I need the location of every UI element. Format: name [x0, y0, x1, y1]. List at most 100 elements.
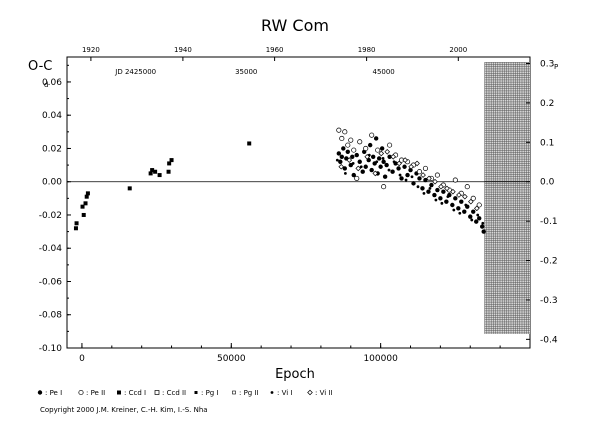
- data-point: [440, 201, 444, 205]
- data-point: [468, 214, 473, 219]
- data-point: [150, 168, 155, 173]
- right-tick-label: 0.3: [540, 59, 554, 69]
- legend-label: : Vi II: [315, 389, 333, 397]
- right-tick-label: 0.2: [540, 99, 554, 109]
- data-point: [384, 148, 391, 155]
- data-point: [363, 164, 368, 169]
- data-point: [74, 221, 79, 226]
- data-point: [84, 194, 89, 199]
- data-point: [157, 173, 162, 178]
- data-point: [476, 202, 482, 208]
- top-tick-label: 1960: [266, 46, 284, 54]
- data-point: [339, 135, 345, 142]
- data-point: [339, 154, 345, 159]
- data-point: [372, 170, 379, 177]
- data-point: [429, 182, 434, 188]
- data-point: [375, 160, 379, 164]
- data-point: [480, 224, 485, 229]
- data-point: [404, 178, 408, 182]
- data-point: [474, 205, 480, 212]
- data-point: [342, 166, 347, 171]
- data-point: [148, 171, 153, 176]
- data-point: [405, 172, 410, 178]
- data-point: [169, 158, 174, 163]
- data-point: [343, 172, 347, 175]
- data-point: [432, 192, 437, 198]
- data-point: [426, 189, 431, 194]
- data-point: [387, 142, 393, 148]
- data-point: [360, 169, 365, 174]
- data-point: [127, 186, 132, 191]
- data-point: [434, 172, 440, 178]
- data-point: [381, 157, 385, 160]
- data-point: [417, 176, 422, 181]
- data-point: [434, 198, 438, 202]
- data-point: [459, 199, 464, 204]
- y-tick-label: -0.10: [39, 344, 63, 354]
- legend: : Pe I: Pe II: Ccd I: Ccd II: Pg I: Pg I…: [37, 389, 333, 397]
- data-point: [410, 175, 414, 179]
- data-point: [396, 166, 401, 171]
- data-point: [378, 164, 383, 169]
- y-tick-label: 0.06: [42, 78, 62, 88]
- data-point: [357, 139, 363, 145]
- data-point: [408, 163, 414, 170]
- data-point: [384, 162, 389, 168]
- data-point: [382, 174, 388, 179]
- data-point: [390, 153, 396, 160]
- right-tick-label: 0.0: [540, 178, 555, 188]
- data-point: [450, 188, 456, 195]
- data-point: [354, 175, 360, 181]
- right-tick-label: -0.2: [540, 257, 558, 267]
- data-point: [381, 159, 386, 164]
- data-point: [464, 203, 468, 207]
- data-point: [338, 159, 343, 164]
- data-point: [444, 199, 449, 204]
- data-point: [351, 162, 355, 165]
- legend-label: : Ccd II: [162, 389, 186, 397]
- jd-labels: JD 2425000 35000 45000: [114, 68, 394, 76]
- data-point: [481, 229, 486, 234]
- legend-label: : Pe I: [45, 389, 62, 397]
- legend-marker: [78, 389, 84, 396]
- copyright-notice: Copyright 2000 J.M. Kreiner, C.-H. Kim, …: [40, 406, 208, 414]
- x-tick-label: 100000: [363, 354, 398, 364]
- data-point: [81, 212, 86, 217]
- data-point: [428, 186, 432, 190]
- data-point: [369, 132, 375, 138]
- data-point: [338, 163, 345, 170]
- legend-marker: [37, 390, 43, 395]
- y-tick-label: 0.04: [42, 111, 62, 121]
- data-point: [476, 213, 480, 217]
- legend-marker: [194, 391, 198, 394]
- data-points: [73, 127, 486, 234]
- y-axis-unit: d: [44, 81, 48, 89]
- right-axis-ticks: 0.3 0.2 0.1 0.0 -0.1 -0.2 -0.3 -0.4: [526, 59, 558, 345]
- data-point: [342, 129, 348, 135]
- data-point: [390, 169, 395, 174]
- data-point: [470, 195, 476, 201]
- data-point: [381, 184, 387, 190]
- data-point: [373, 136, 379, 141]
- top-year-ticks: 1920 1940 1960 1980 2000: [82, 46, 467, 61]
- data-point: [470, 218, 474, 222]
- data-point: [414, 160, 420, 167]
- data-point: [452, 208, 456, 212]
- right-tick-label: -0.1: [540, 217, 558, 227]
- data-point: [456, 192, 462, 198]
- data-point: [336, 127, 342, 133]
- y-tick-label: -0.04: [39, 244, 63, 254]
- data-point: [348, 162, 353, 168]
- data-point: [370, 154, 376, 159]
- data-point: [392, 160, 396, 164]
- data-point: [345, 142, 351, 148]
- top-tick-label: 1980: [358, 46, 376, 54]
- y-tick-label: -0.02: [39, 211, 62, 221]
- data-point: [441, 189, 446, 194]
- data-point: [357, 159, 362, 164]
- jd-label: JD 2425000: [114, 68, 156, 76]
- right-tick-label: -0.4: [540, 335, 558, 345]
- legend-label: : Vi I: [277, 389, 292, 397]
- top-tick-label: 1940: [174, 46, 192, 54]
